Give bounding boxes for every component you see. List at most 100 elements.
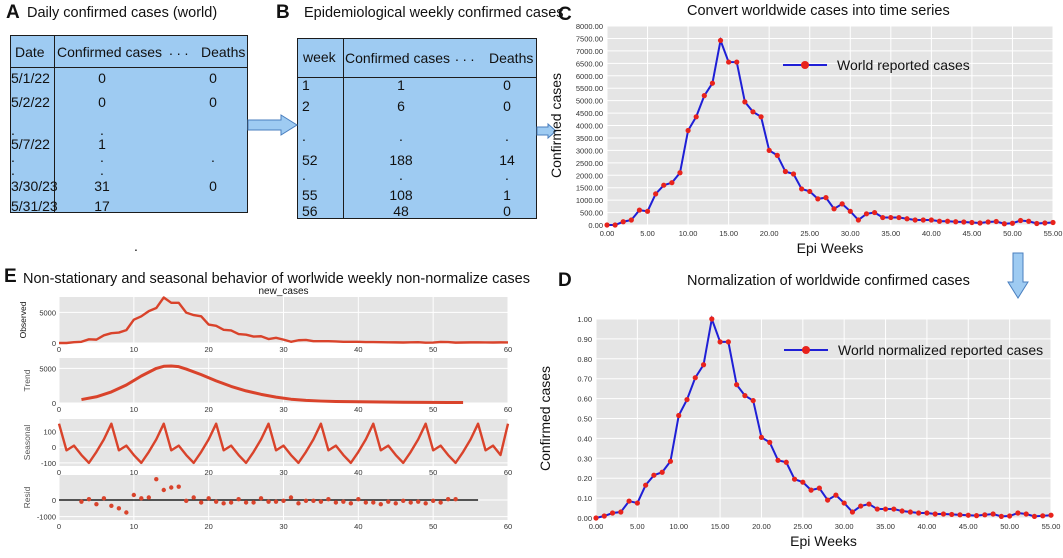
y-tick-label: 8000.00 bbox=[576, 22, 603, 31]
table-b-confirmed-cell: 6 bbox=[397, 98, 405, 114]
table-a-deaths-cell: 0 bbox=[209, 178, 217, 194]
x-tick-label: 15.00 bbox=[711, 522, 730, 531]
data-point bbox=[742, 99, 748, 105]
y-tick-label: 5000 bbox=[39, 308, 56, 317]
table-a-confirmed-cell: 1 bbox=[98, 136, 106, 152]
data-point bbox=[783, 459, 789, 465]
y-tick-label: 7500.00 bbox=[576, 34, 603, 43]
x-tick-label: 40 bbox=[354, 405, 362, 414]
data-point bbox=[628, 217, 634, 223]
y-tick-label: 2000.00 bbox=[576, 171, 603, 180]
x-tick-label: 0 bbox=[57, 522, 61, 531]
resid-point bbox=[206, 496, 211, 501]
resid-point bbox=[86, 496, 92, 502]
resid-point bbox=[423, 501, 428, 506]
data-point bbox=[932, 511, 938, 517]
x-tick-label: 30 bbox=[279, 468, 287, 477]
data-point bbox=[790, 171, 797, 177]
resid-point bbox=[281, 498, 286, 504]
y-tick-label: 4500.00 bbox=[576, 109, 603, 118]
legend-label: World normalized reported cases bbox=[838, 342, 1043, 358]
data-point bbox=[872, 209, 878, 216]
x-tick-label: 55.00 bbox=[1044, 229, 1063, 238]
table-b-header-deaths: Deaths bbox=[489, 50, 534, 66]
panel-label-e: E bbox=[4, 266, 17, 287]
x-tick-label: 10.00 bbox=[669, 522, 688, 531]
data-point bbox=[734, 59, 740, 65]
x-tick-label: 25.00 bbox=[800, 229, 819, 238]
table-a-confirmed-cell: 31 bbox=[94, 178, 110, 194]
resid-point bbox=[236, 496, 241, 502]
data-point bbox=[677, 170, 683, 176]
data-point bbox=[774, 152, 780, 158]
data-point bbox=[982, 512, 988, 518]
arrow-a-to-b bbox=[247, 114, 298, 136]
y-tick-label: 0 bbox=[52, 496, 56, 505]
y-tick-label: 0.00 bbox=[588, 221, 603, 230]
y-tick-label: 0 bbox=[52, 399, 56, 408]
x-tick-label: 20.00 bbox=[752, 522, 771, 531]
data-point bbox=[750, 109, 756, 115]
data-point bbox=[985, 219, 991, 225]
x-tick-label: 30 bbox=[279, 405, 287, 414]
y-tick-label: 0.90 bbox=[577, 335, 592, 344]
data-point bbox=[1007, 513, 1013, 519]
resid-point bbox=[79, 499, 84, 504]
data-point bbox=[775, 457, 781, 463]
x-tick-label: 40 bbox=[354, 468, 362, 477]
y-tick-label: 5500.00 bbox=[576, 84, 603, 93]
data-point bbox=[880, 214, 886, 221]
y-axis-label: Confirmed cases bbox=[548, 73, 564, 178]
data-point bbox=[924, 510, 930, 516]
table-b-deaths-cell: . bbox=[505, 167, 509, 183]
data-point bbox=[1001, 221, 1007, 227]
resid-point bbox=[251, 500, 256, 505]
data-point bbox=[643, 482, 649, 488]
x-tick-label: 50 bbox=[429, 345, 437, 354]
resid-point bbox=[198, 500, 204, 505]
data-point bbox=[969, 219, 975, 226]
table-a-date-cell: . bbox=[11, 162, 15, 178]
data-point bbox=[888, 214, 894, 221]
data-point bbox=[609, 510, 616, 516]
table-a-date-cell: 3/30/23 bbox=[11, 178, 58, 194]
x-tick-label: 45.00 bbox=[959, 522, 978, 531]
data-point bbox=[1023, 511, 1029, 517]
table-b-deaths-cell: 1 bbox=[503, 187, 511, 203]
x-tick-label: 50.00 bbox=[1003, 229, 1022, 238]
x-tick-label: 10 bbox=[130, 405, 138, 414]
table-a-header-deaths: Deaths bbox=[201, 44, 246, 60]
data-point bbox=[604, 222, 610, 228]
data-point bbox=[1048, 512, 1054, 518]
x-tick-label: 35.00 bbox=[876, 522, 895, 531]
data-point bbox=[626, 498, 632, 504]
data-point bbox=[750, 397, 756, 404]
data-point bbox=[734, 382, 740, 388]
data-point bbox=[896, 214, 902, 221]
table-a-date-cell: 5/1/22 bbox=[11, 70, 50, 86]
panel-title-c: Convert worldwide cases into time series bbox=[687, 3, 950, 19]
legend-marker bbox=[801, 61, 809, 69]
y-tick-label: 6500.00 bbox=[576, 59, 603, 68]
y-tick-label: -1000 bbox=[37, 513, 56, 522]
resid-point bbox=[273, 499, 279, 504]
data-point bbox=[977, 220, 983, 226]
x-axis-label: Epi Weeks bbox=[797, 240, 864, 256]
data-point bbox=[685, 127, 691, 134]
x-tick-label: 50.00 bbox=[1000, 522, 1019, 531]
table-a-date-cell: . bbox=[11, 149, 15, 165]
x-tick-label: 60 bbox=[504, 345, 512, 354]
table-b-week-cell: 52 bbox=[302, 152, 318, 168]
resid-point bbox=[131, 492, 137, 498]
resid-point bbox=[430, 498, 436, 504]
resid-point bbox=[124, 510, 129, 515]
table-b-week-cell: . bbox=[302, 167, 306, 183]
x-tick-label: 20 bbox=[204, 522, 212, 531]
legend-label: World reported cases bbox=[837, 57, 970, 73]
y-tick-label: 100 bbox=[43, 428, 56, 437]
table-b-week-cell: 55 bbox=[302, 187, 318, 203]
resid-point bbox=[109, 503, 114, 509]
data-point bbox=[841, 500, 847, 506]
y-tick-label: 3000.00 bbox=[576, 146, 603, 155]
y-tick-label: 0.80 bbox=[577, 355, 592, 364]
